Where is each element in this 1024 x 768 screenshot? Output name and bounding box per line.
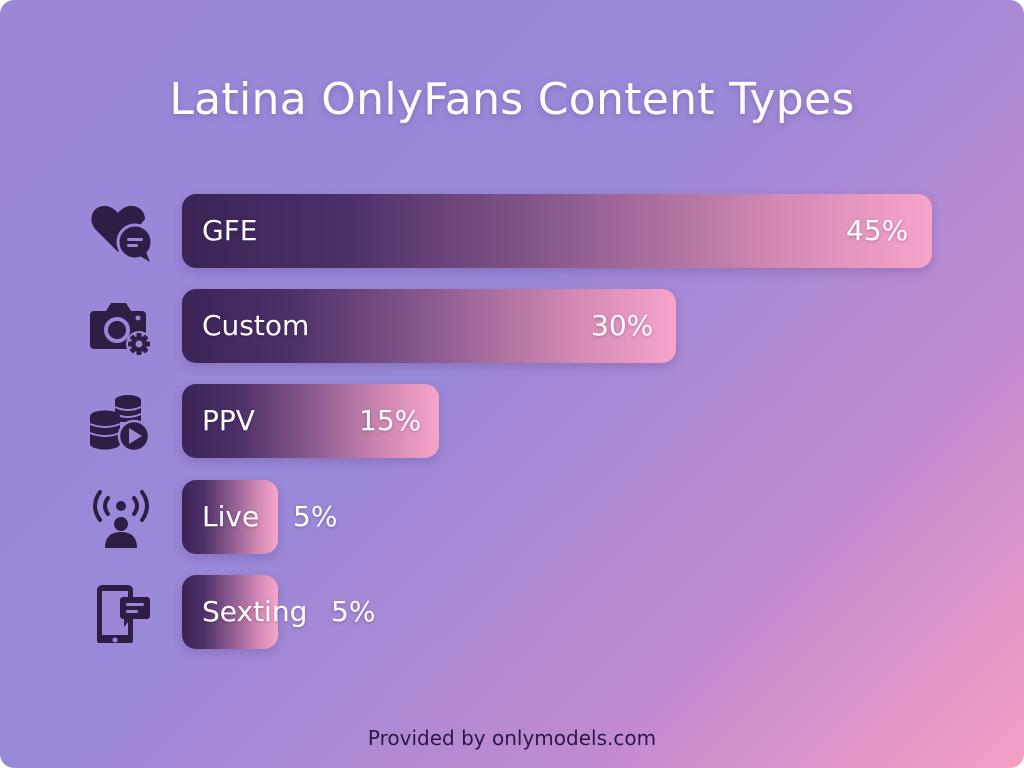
chart-title: Latina OnlyFans Content Types — [169, 74, 855, 125]
bar-row-sexting: Sexting 5% — [0, 575, 1024, 649]
bar-label-sexting: Sexting — [202, 595, 308, 628]
bar-label-ppv: PPV — [202, 404, 255, 437]
bar-custom — [182, 289, 676, 363]
bar-value-sexting: 5% — [331, 595, 376, 628]
bar-sexting — [182, 575, 278, 649]
bar-row-live: Live 5% — [0, 480, 1024, 554]
live-broadcast-icon — [88, 488, 154, 548]
heart-chat-icon — [88, 202, 154, 262]
source-attribution: Provided by onlymodels.com — [367, 726, 657, 750]
bar-value-custom: 30% — [591, 309, 654, 342]
bar-value-gfe: 45% — [846, 214, 909, 247]
bar-value-live: 5% — [293, 500, 338, 533]
bar-row-custom: Custom 30% — [0, 289, 1024, 363]
bar-value-ppv: 15% — [359, 404, 422, 437]
bar-row-ppv: PPV 15% — [0, 384, 1024, 458]
coins-play-icon — [88, 392, 154, 453]
bar-label-live: Live — [202, 500, 260, 533]
bar-row-gfe: GFE 45% — [0, 194, 1024, 268]
bar-live — [182, 480, 278, 554]
phone-message-icon — [88, 583, 154, 645]
bar-label-gfe: GFE — [202, 214, 258, 247]
camera-gear-icon — [88, 297, 154, 357]
bar-gfe — [182, 194, 932, 268]
bar-ppv — [182, 384, 439, 458]
bar-label-custom: Custom — [202, 309, 310, 342]
